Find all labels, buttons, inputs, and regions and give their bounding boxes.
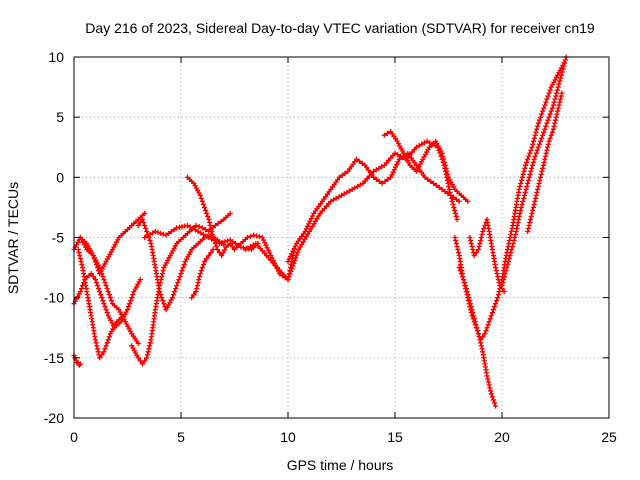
series-track-l bbox=[381, 129, 471, 204]
series-track-i bbox=[189, 246, 216, 301]
series-layer bbox=[71, 54, 569, 409]
y-tick-label: -15 bbox=[44, 350, 64, 366]
series-track-r bbox=[71, 352, 84, 368]
y-tick-label: 10 bbox=[48, 49, 64, 65]
series-track-j bbox=[242, 138, 460, 283]
chart-title: Day 216 of 2023, Sidereal Day-to-day VTE… bbox=[85, 20, 595, 36]
y-tick-label: -20 bbox=[44, 410, 64, 426]
y-tick-label: 0 bbox=[56, 169, 64, 185]
series-plus-markers bbox=[75, 246, 126, 361]
series-plus-markers bbox=[467, 216, 507, 295]
series-plus-markers bbox=[499, 54, 569, 289]
tick-label-layer: 0 5 10 15 20 25 -20 -15 -10 -5 0 5 10 bbox=[44, 49, 617, 445]
series-track-g bbox=[142, 222, 261, 253]
series-plus-markers bbox=[189, 246, 216, 301]
series-track-n bbox=[456, 264, 499, 409]
y-axis-label: SDTVAR / TECUs bbox=[5, 182, 21, 294]
series-line bbox=[244, 140, 458, 281]
x-tick-label: 20 bbox=[494, 429, 510, 445]
series-plus-markers bbox=[129, 210, 233, 367]
series-track-p bbox=[499, 54, 569, 289]
y-tick-label: -5 bbox=[52, 230, 65, 246]
x-axis-label: GPS time / hours bbox=[287, 457, 394, 473]
series-plus-markers bbox=[285, 150, 462, 265]
series-plus-markers bbox=[142, 222, 261, 253]
x-tick-label: 10 bbox=[280, 429, 296, 445]
y-tick-label: 5 bbox=[56, 109, 64, 125]
series-track-d bbox=[77, 234, 141, 346]
x-tick-label: 5 bbox=[177, 429, 185, 445]
series-plus-markers bbox=[525, 90, 565, 235]
axis-layer bbox=[73, 56, 610, 419]
grid-layer bbox=[74, 57, 609, 418]
series-track-e bbox=[129, 210, 233, 367]
x-tick-label: 0 bbox=[70, 429, 78, 445]
series-track-c bbox=[75, 246, 126, 361]
x-tick-label: 25 bbox=[601, 429, 617, 445]
series-plus-markers bbox=[381, 129, 471, 204]
y-tick-label: -10 bbox=[44, 290, 64, 306]
series-track-o bbox=[467, 216, 507, 295]
series-plus-markers bbox=[71, 352, 84, 368]
series-plus-markers bbox=[456, 264, 499, 409]
series-track-k bbox=[285, 150, 462, 265]
x-tick-label: 15 bbox=[387, 429, 403, 445]
series-track-q bbox=[525, 90, 565, 235]
series-plus-markers bbox=[77, 234, 141, 346]
